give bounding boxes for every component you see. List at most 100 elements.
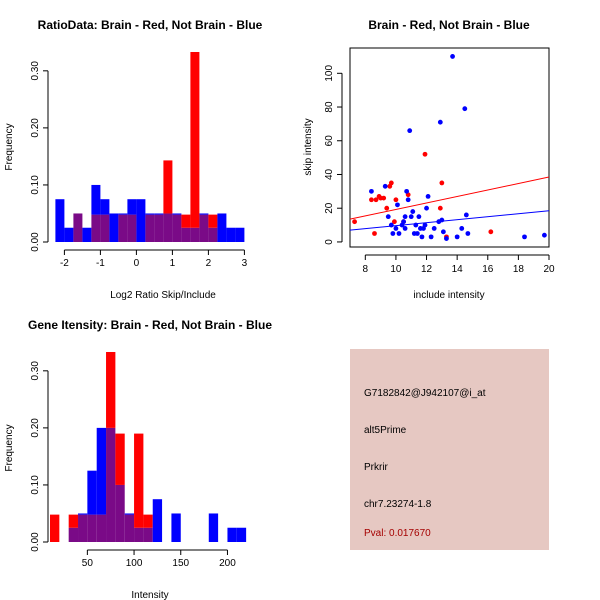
- ratio-bar-not-brain-13: [172, 213, 182, 215]
- point-brain: [437, 205, 443, 211]
- scatter-y-tick-label: 40: [324, 168, 335, 180]
- point-not-brain: [416, 214, 422, 220]
- fit-line-not-brain: [349, 210, 550, 231]
- point-brain: [369, 197, 374, 203]
- point-not-brain: [437, 119, 443, 125]
- ratio-bar-not-brain-20: [235, 227, 245, 242]
- info-panel: G7182842@J942107@i_at alt5Prime Prkrir c…: [350, 349, 549, 550]
- ratio-y-tick-label: 0.30: [30, 61, 41, 81]
- ratio-bar-overlap-8: [127, 214, 137, 242]
- ratio-y-tick-label: 0.20: [30, 118, 41, 138]
- ratio-bar-not-brain-7: [118, 213, 128, 215]
- point-not-brain: [390, 231, 396, 236]
- point-brain: [488, 229, 494, 235]
- point-not-brain: [393, 226, 399, 231]
- point-not-brain: [388, 222, 394, 228]
- gene-bar-brain-10: [143, 514, 153, 528]
- scatter-title: Brain - Red, Not Brain - Blue: [368, 18, 530, 32]
- gene-bar-overlap-10: [143, 527, 153, 542]
- scatter-fit-lines: [349, 176, 550, 231]
- gene-intensity-bars: [50, 351, 247, 542]
- gene-y-tick-label: 0.00: [30, 532, 41, 552]
- gene-x-tick-label: 50: [82, 558, 94, 569]
- ratio-bar-not-brain-5: [100, 199, 110, 215]
- ratio-bar-overlap-17: [208, 227, 218, 242]
- ratio-bar-not-brain-1: [64, 227, 74, 242]
- scatter-y-tick-label: 0: [324, 239, 335, 245]
- ratio-bar-not-brain-11: [154, 213, 164, 215]
- ratio-bar-overlap-15: [190, 227, 200, 242]
- ratio-bar-overlap-4: [91, 214, 101, 242]
- point-not-brain: [463, 212, 469, 218]
- gene-bar-overlap-6: [106, 427, 116, 542]
- scatter-x-tick-label: 10: [390, 264, 402, 275]
- scatter-x-tick-label: 12: [421, 264, 433, 275]
- ratio-bar-not-brain-9: [136, 199, 146, 242]
- ratio-y-tick-label: 0.10: [30, 175, 41, 195]
- point-brain: [373, 197, 379, 203]
- ratio-bar-not-brain-10: [145, 213, 155, 215]
- ratio-histogram-axes: -2 -1 0 1 2 3 0.00 0.10 0.20 0.30: [30, 61, 248, 269]
- point-not-brain: [454, 234, 460, 240]
- gene-x-tick-label: 100: [126, 558, 143, 569]
- point-not-brain: [440, 229, 446, 235]
- point-not-brain: [462, 106, 468, 112]
- point-brain: [388, 180, 394, 186]
- ratio-bar-not-brain-16: [199, 213, 209, 215]
- ratio-x-tick-label: -1: [96, 258, 105, 269]
- gene-intensity-title: Gene Itensity: Brain - Red, Not Brain - …: [28, 318, 272, 332]
- point-not-brain: [542, 232, 547, 238]
- point-not-brain: [408, 214, 414, 220]
- gene-bar-brain-7: [115, 433, 125, 485]
- ratio-bar-not-brain-4: [91, 184, 101, 215]
- point-not-brain: [401, 219, 406, 225]
- ratio-bar-brain-15: [190, 51, 200, 228]
- p-value: Pval: 0.017670: [364, 528, 431, 539]
- ratio-bar-overlap-12: [163, 213, 173, 242]
- point-not-brain: [405, 197, 411, 203]
- ratio-x-tick-label: 0: [134, 258, 140, 269]
- scatter-plot-box: [349, 47, 550, 248]
- ratio-bar-overlap-16: [199, 214, 209, 242]
- point-not-brain: [385, 214, 391, 220]
- scatter-x-tick-label: 16: [482, 264, 494, 275]
- point-not-brain: [404, 188, 410, 194]
- point-not-brain: [395, 202, 400, 208]
- gene-bar-brain-9: [134, 433, 144, 528]
- gene-bar-overlap-3: [78, 514, 88, 542]
- fit-line-brain: [349, 176, 550, 220]
- ratio-histogram-panel: RatioData: Brain - Red, Not Brain - Blue…: [4, 18, 263, 301]
- point-brain: [422, 151, 428, 157]
- intensity-scatter-panel: Brain - Red, Not Brain - Blue 8 10 12 14 16 1…: [303, 18, 555, 301]
- ratio-bar-overlap-14: [181, 227, 191, 242]
- ratio-bar-overlap-11: [154, 214, 164, 242]
- ratio-bar-not-brain-0: [55, 199, 65, 242]
- point-brain: [372, 231, 377, 236]
- gene-bar-not-brain-8: [124, 513, 135, 515]
- ratio-bar-not-brain-3: [82, 227, 92, 242]
- point-not-brain: [410, 209, 416, 214]
- scatter-xlabel: include intensity: [413, 290, 484, 301]
- ratio-bar-not-brain-8: [127, 199, 137, 215]
- gene-bar-not-brain-20: [236, 527, 247, 542]
- gene-bar-overlap-4: [87, 514, 97, 542]
- ratio-histogram-ylabel: Frequency: [4, 123, 15, 170]
- ratio-bar-brain-12: [163, 160, 173, 214]
- gene-x-tick-label: 150: [172, 558, 189, 569]
- gene-bar-overlap-2: [68, 527, 79, 542]
- gene-intensity-histogram-panel: Gene Itensity: Brain - Red, Not Brain - …: [4, 318, 272, 600]
- point-brain: [439, 180, 445, 186]
- gene-intensity-xlabel: Intensity: [131, 590, 168, 600]
- point-brain: [384, 205, 390, 211]
- info-panel-background: [350, 349, 549, 550]
- ratio-x-tick-label: 1: [170, 258, 176, 269]
- point-not-brain: [465, 231, 471, 236]
- point-not-brain: [428, 234, 434, 240]
- ratio-x-tick-label: 3: [242, 258, 248, 269]
- scatter-points: [352, 54, 547, 241]
- gene-bar-brain-2: [68, 514, 79, 528]
- event-type: alt5Prime: [364, 425, 407, 436]
- gene-bar-overlap-9: [134, 527, 144, 542]
- ratio-bar-overlap-7: [118, 214, 128, 242]
- point-brain: [391, 219, 397, 225]
